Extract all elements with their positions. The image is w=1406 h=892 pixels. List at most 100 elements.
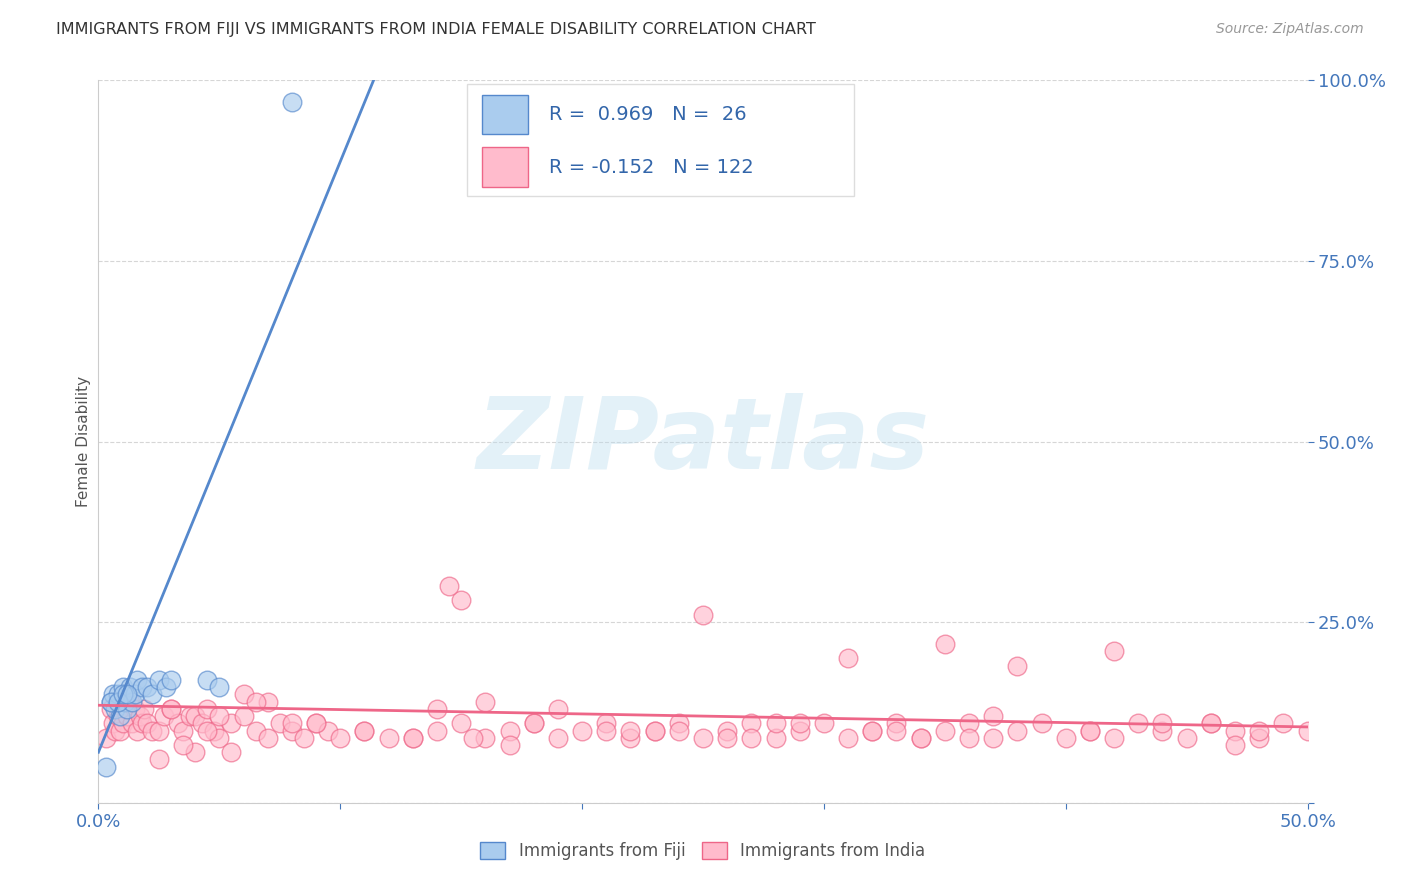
Point bbox=[1223, 723, 1246, 738]
Point bbox=[789, 716, 811, 731]
Point bbox=[668, 723, 690, 738]
Point bbox=[117, 702, 139, 716]
Point bbox=[886, 723, 908, 738]
Point bbox=[135, 680, 157, 694]
Point bbox=[305, 716, 328, 731]
Point bbox=[127, 723, 149, 738]
Point bbox=[148, 723, 170, 738]
Point bbox=[155, 680, 177, 694]
FancyBboxPatch shape bbox=[482, 147, 527, 187]
Point bbox=[124, 687, 146, 701]
Point bbox=[886, 716, 908, 731]
Point bbox=[184, 709, 207, 723]
Point bbox=[232, 709, 254, 723]
Point bbox=[765, 716, 787, 731]
Point bbox=[595, 716, 617, 731]
Point bbox=[692, 607, 714, 622]
Point bbox=[716, 731, 738, 745]
Point bbox=[1007, 723, 1029, 738]
Point bbox=[1128, 716, 1150, 731]
Point bbox=[204, 723, 226, 738]
Point bbox=[1249, 731, 1271, 745]
Point bbox=[134, 702, 156, 716]
Point bbox=[1031, 716, 1053, 731]
Point bbox=[910, 731, 932, 745]
Point bbox=[1007, 658, 1029, 673]
Point bbox=[1078, 723, 1101, 738]
Point bbox=[114, 695, 136, 709]
Point bbox=[1296, 723, 1319, 738]
Point bbox=[571, 723, 593, 738]
Point bbox=[547, 702, 569, 716]
Point bbox=[111, 680, 134, 694]
Point bbox=[619, 731, 641, 745]
Point bbox=[437, 579, 460, 593]
Point bbox=[100, 695, 122, 709]
Point bbox=[221, 745, 243, 759]
Point bbox=[100, 702, 122, 716]
Point bbox=[104, 723, 127, 738]
Point bbox=[934, 637, 956, 651]
Point bbox=[619, 723, 641, 738]
Point bbox=[208, 731, 231, 745]
Point bbox=[160, 702, 183, 716]
Point bbox=[172, 723, 194, 738]
Point bbox=[450, 593, 472, 607]
Point bbox=[117, 687, 139, 701]
Point bbox=[716, 723, 738, 738]
Point bbox=[692, 731, 714, 745]
Point bbox=[981, 709, 1004, 723]
Point bbox=[107, 687, 129, 701]
Point bbox=[232, 687, 254, 701]
Point bbox=[1152, 716, 1174, 731]
Point bbox=[131, 680, 153, 694]
Point bbox=[1054, 731, 1077, 745]
Point bbox=[94, 731, 117, 745]
Point bbox=[172, 738, 194, 752]
Point bbox=[184, 745, 207, 759]
Point bbox=[131, 716, 153, 731]
Point bbox=[191, 716, 214, 731]
Point bbox=[208, 680, 231, 694]
Point bbox=[108, 709, 131, 723]
Point bbox=[740, 731, 762, 745]
Point bbox=[195, 702, 218, 716]
Point bbox=[474, 731, 496, 745]
Point bbox=[837, 731, 859, 745]
Point bbox=[245, 695, 267, 709]
Point bbox=[1078, 723, 1101, 738]
Point bbox=[281, 723, 304, 738]
Point bbox=[114, 702, 136, 716]
Point bbox=[402, 731, 425, 745]
Point bbox=[740, 716, 762, 731]
Point bbox=[426, 702, 449, 716]
Text: R = -0.152   N = 122: R = -0.152 N = 122 bbox=[550, 158, 754, 177]
Point bbox=[195, 723, 218, 738]
Point bbox=[135, 716, 157, 731]
Point bbox=[152, 709, 174, 723]
Point bbox=[547, 731, 569, 745]
Text: R =  0.969   N =  26: R = 0.969 N = 26 bbox=[550, 105, 747, 124]
Point bbox=[195, 673, 218, 687]
Point bbox=[644, 723, 666, 738]
Point bbox=[281, 95, 304, 109]
Point bbox=[1223, 738, 1246, 752]
Text: Source: ZipAtlas.com: Source: ZipAtlas.com bbox=[1216, 22, 1364, 37]
Point bbox=[111, 716, 134, 731]
Point bbox=[256, 695, 278, 709]
Point bbox=[101, 716, 124, 731]
Point bbox=[94, 760, 117, 774]
Point bbox=[329, 731, 352, 745]
Point bbox=[118, 695, 141, 709]
Point bbox=[957, 731, 980, 745]
Point bbox=[104, 702, 127, 716]
Point bbox=[118, 680, 141, 694]
Point bbox=[595, 723, 617, 738]
Point bbox=[957, 716, 980, 731]
Point bbox=[1102, 731, 1125, 745]
Point bbox=[208, 709, 231, 723]
Text: ZIPatlas: ZIPatlas bbox=[477, 393, 929, 490]
Legend: Immigrants from Fiji, Immigrants from India: Immigrants from Fiji, Immigrants from In… bbox=[474, 835, 932, 867]
Point bbox=[644, 723, 666, 738]
Point bbox=[179, 709, 201, 723]
